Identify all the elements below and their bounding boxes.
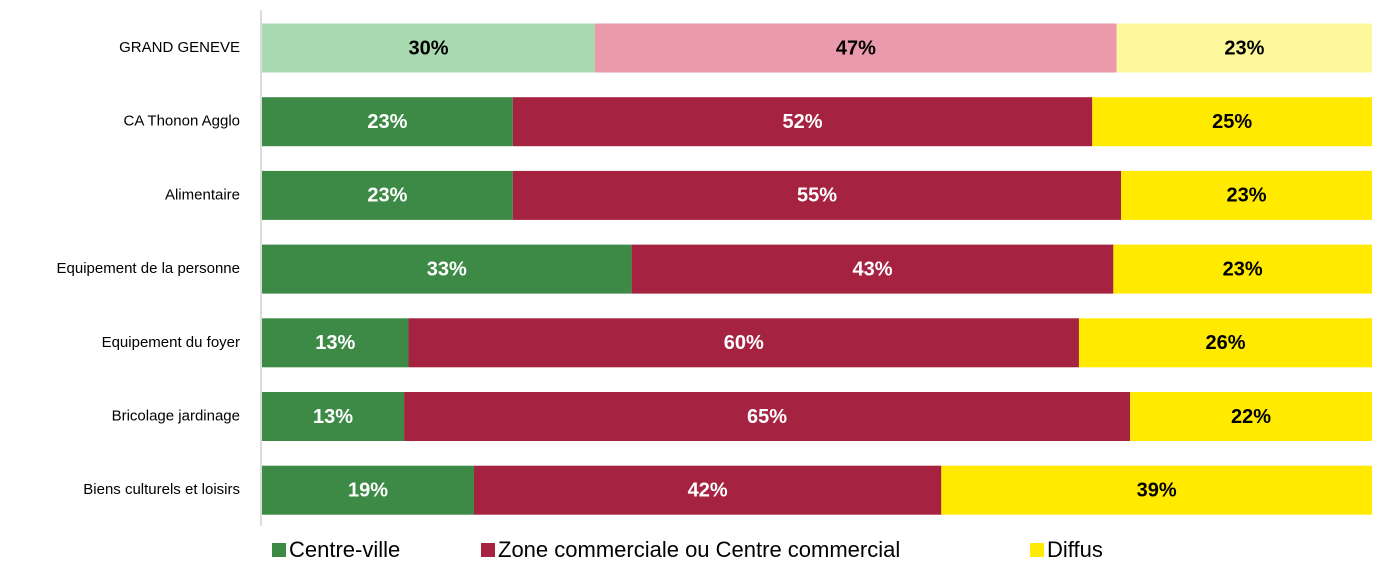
data-label: 47% xyxy=(836,37,876,59)
data-label: 42% xyxy=(688,479,728,501)
bar-segment xyxy=(262,23,595,73)
data-label: 43% xyxy=(852,258,892,280)
bar-segment xyxy=(1130,392,1372,441)
data-label: 26% xyxy=(1205,332,1245,354)
bar-segment xyxy=(1116,23,1372,73)
bar-segment xyxy=(1078,318,1372,368)
bar-segment xyxy=(1113,244,1372,294)
y-tick-label: Alimentaire xyxy=(165,186,240,203)
bar-segment xyxy=(262,97,513,147)
data-label: 23% xyxy=(1223,258,1263,280)
y-tick-label: Biens culturels et loisirs xyxy=(83,481,240,498)
data-label: 33% xyxy=(427,258,467,280)
bar-segment xyxy=(941,465,1372,515)
data-label: 52% xyxy=(783,111,823,133)
data-label: 60% xyxy=(724,332,764,354)
data-label: 65% xyxy=(747,406,787,428)
data-label: 23% xyxy=(367,185,407,207)
bar-segment xyxy=(512,170,1122,220)
bar-segment xyxy=(1121,170,1372,220)
data-label: 30% xyxy=(408,37,448,59)
y-tick-label: Equipement du foyer xyxy=(102,334,240,351)
y-tick-label: Bricolage jardinage xyxy=(112,407,240,424)
bar-segment xyxy=(512,97,1093,147)
legend-swatch xyxy=(1030,543,1044,557)
bar-segment xyxy=(1092,97,1372,147)
data-label: 25% xyxy=(1212,111,1252,133)
legend-label: Zone commerciale ou Centre commercial xyxy=(498,537,900,562)
data-label: 23% xyxy=(1224,37,1264,59)
bar-segment xyxy=(262,170,513,220)
y-tick-label: Equipement de la personne xyxy=(57,260,240,277)
data-label: 55% xyxy=(797,185,837,207)
bar-segment xyxy=(262,392,405,441)
legend-swatch xyxy=(272,543,286,557)
data-label: 22% xyxy=(1231,406,1271,428)
data-label: 23% xyxy=(1227,185,1267,207)
bar-segment xyxy=(595,23,1117,73)
data-label: 13% xyxy=(315,332,355,354)
bar-segment xyxy=(404,392,1131,441)
legend-label: Centre-ville xyxy=(289,537,400,562)
data-label: 13% xyxy=(313,406,353,428)
bar-segment xyxy=(262,465,475,515)
bar-segment xyxy=(408,318,1079,368)
bar-segment xyxy=(474,465,942,515)
data-label: 23% xyxy=(367,111,407,133)
legend-label: Diffus xyxy=(1047,537,1103,562)
y-tick-label: CA Thonon Agglo xyxy=(124,113,240,130)
legend-swatch xyxy=(481,543,495,557)
bar-segment xyxy=(631,244,1114,294)
bar-segment xyxy=(262,244,632,294)
data-label: 39% xyxy=(1137,479,1177,501)
y-tick-label: GRAND GENEVE xyxy=(119,39,240,56)
bar-segment xyxy=(262,318,409,368)
data-label: 19% xyxy=(348,479,388,501)
